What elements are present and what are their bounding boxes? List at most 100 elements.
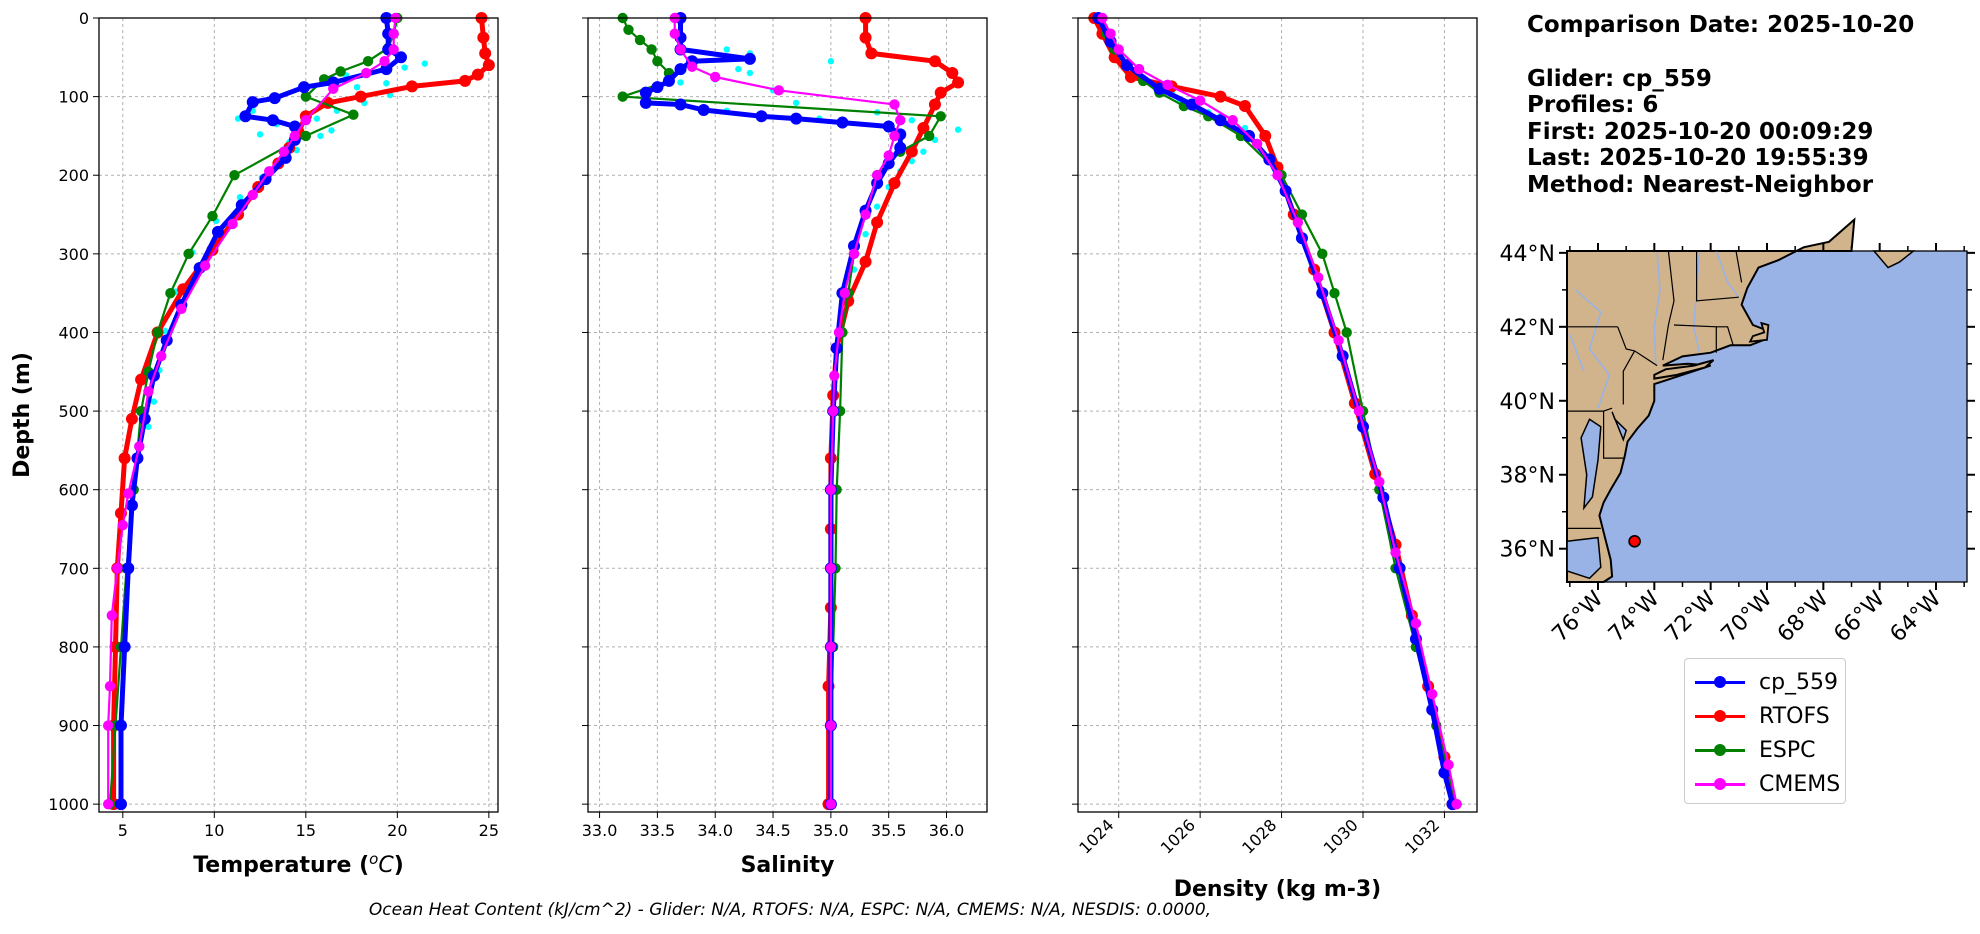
lat-tick-label: 36°N: [1500, 538, 1555, 563]
data-point: [361, 67, 372, 79]
data-point: [123, 488, 134, 499]
x-tick-label: 33.5: [640, 821, 676, 840]
data-point: [1443, 759, 1454, 771]
data-point: [104, 681, 116, 692]
data-point: [246, 96, 259, 109]
scatter-point: [723, 46, 730, 53]
data-point: [266, 114, 279, 127]
scatter-point: [735, 65, 742, 73]
y-tick-label: 500: [58, 402, 89, 421]
scatter-point: [920, 148, 927, 155]
data-point: [839, 287, 850, 299]
interpolation-method: Method: Nearest-Neighbor: [1527, 171, 1874, 198]
scatter-point: [792, 99, 800, 107]
data-point: [297, 81, 310, 94]
data-point: [895, 114, 906, 126]
data-point: [651, 81, 664, 94]
y-tick-label: 1000: [48, 795, 89, 814]
data-point: [118, 640, 131, 653]
data-point: [686, 61, 698, 72]
data-point: [388, 28, 399, 39]
state-border: [1662, 250, 1675, 361]
data-point: [888, 177, 901, 190]
data-point: [125, 412, 138, 425]
data-point: [229, 170, 240, 181]
data-point: [379, 56, 390, 67]
data-point: [825, 720, 837, 731]
data-point: [176, 303, 187, 315]
data-point: [634, 34, 646, 46]
data-point: [674, 63, 687, 76]
data-point: [156, 350, 167, 362]
data-point: [1427, 688, 1438, 700]
data-point: [211, 225, 224, 238]
scatter-point: [383, 80, 390, 87]
profile-count: Profiles: 6: [1527, 92, 1659, 118]
legend-swatch-marker: [1714, 744, 1726, 756]
data-point: [848, 248, 860, 260]
data-point: [300, 130, 312, 142]
data-point: [112, 563, 123, 574]
x-axis-label: Salinity: [741, 853, 835, 878]
data-point: [1251, 138, 1263, 149]
data-point: [1374, 476, 1385, 488]
scatter-point: [421, 60, 428, 67]
data-point: [928, 98, 941, 111]
x-tick-label: 36.0: [929, 821, 965, 840]
data-point: [836, 116, 849, 129]
data-point: [165, 287, 176, 299]
data-point: [471, 68, 484, 81]
legend-item-glider: cp_559: [1695, 667, 1838, 697]
data-point: [1153, 82, 1166, 95]
data-point: [1292, 217, 1304, 228]
state-border: [1716, 326, 1734, 346]
data-point: [122, 562, 135, 575]
data-point: [1390, 547, 1401, 558]
river: [1653, 252, 1661, 364]
x-tick-label: 33.0: [582, 821, 618, 840]
data-point: [1272, 170, 1283, 181]
data-point: [883, 150, 894, 161]
legend-label: ESPC: [1759, 737, 1816, 763]
data-point: [652, 56, 663, 67]
data-point: [755, 110, 768, 123]
data-point: [860, 209, 871, 220]
scatter-point: [150, 398, 158, 405]
y-tick-label: 800: [58, 638, 89, 657]
data-point: [1353, 405, 1365, 417]
state-border: [1617, 326, 1658, 367]
lat-tick-label: 40°N: [1500, 390, 1555, 415]
x-tick-label: 25: [479, 821, 499, 840]
data-point: [199, 260, 211, 271]
data-point: [362, 56, 374, 67]
data-point: [623, 24, 634, 35]
legend: cp_559 RTOFS ESPC CMEMS: [1684, 658, 1846, 804]
x-tick-label: 20: [387, 821, 407, 840]
series-line: [673, 18, 902, 805]
lon-tick-label: 70°W: [1717, 586, 1778, 647]
data-point: [114, 798, 127, 811]
data-point: [278, 146, 290, 157]
data-point: [1120, 59, 1133, 72]
data-point: [825, 641, 837, 653]
data-point: [1113, 44, 1124, 55]
data-point: [300, 91, 312, 102]
y-axis-label: Depth (m): [10, 352, 35, 478]
data-point: [790, 112, 803, 125]
legend-item-rtofs: RTOFS: [1695, 701, 1830, 731]
x-tick-label: 1024: [1075, 815, 1117, 857]
data-point: [773, 85, 785, 96]
scatter-point: [827, 58, 835, 65]
data-point: [1410, 618, 1422, 629]
data-point: [1313, 272, 1324, 283]
data-point: [928, 55, 941, 68]
data-point: [639, 96, 652, 109]
scatter-point: [954, 126, 962, 133]
gridlines: [1078, 17, 1477, 812]
data-point: [143, 386, 154, 397]
data-point: [134, 441, 145, 452]
series-cp-559: [1092, 12, 1459, 811]
data-point: [1227, 114, 1238, 126]
data-point: [917, 122, 930, 135]
data-point: [106, 610, 118, 621]
